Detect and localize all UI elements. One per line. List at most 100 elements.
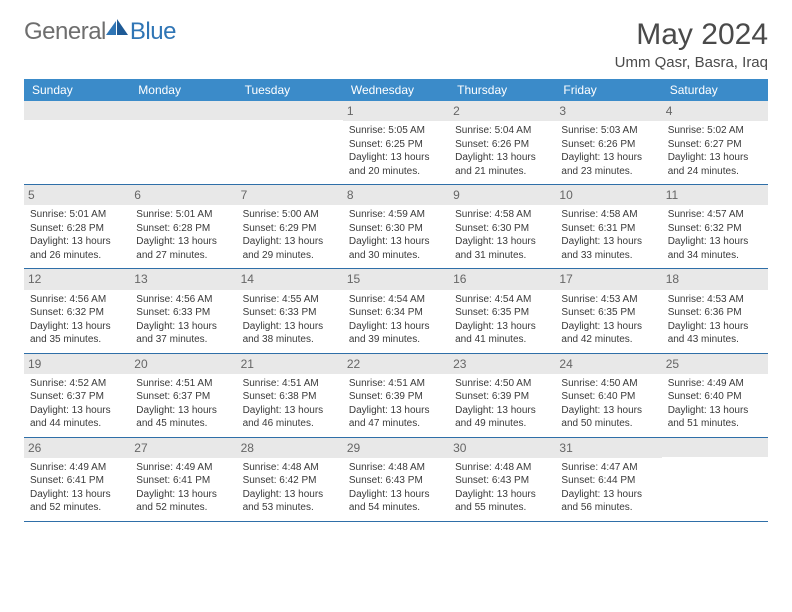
day-number: 13 [130,269,236,289]
day-sunset: Sunset: 6:28 PM [30,222,124,236]
day-sunset: Sunset: 6:41 PM [30,474,124,488]
day-number: 30 [449,438,555,458]
day-sunset: Sunset: 6:37 PM [30,390,124,404]
day-sunrise: Sunrise: 4:51 AM [243,377,337,391]
day-cell: 22Sunrise: 4:51 AMSunset: 6:39 PMDayligh… [343,354,449,437]
day-day1: Daylight: 13 hours [561,235,655,249]
day-sunrise: Sunrise: 4:48 AM [349,461,443,475]
day-sunset: Sunset: 6:27 PM [668,138,762,152]
day-cell: 23Sunrise: 4:50 AMSunset: 6:39 PMDayligh… [449,354,555,437]
day-number: 14 [237,269,343,289]
week-row: 1Sunrise: 5:05 AMSunset: 6:25 PMDaylight… [24,101,768,185]
day-sunset: Sunset: 6:33 PM [136,306,230,320]
day-day2: and 49 minutes. [455,417,549,431]
day-sunset: Sunset: 6:26 PM [455,138,549,152]
day-sunset: Sunset: 6:38 PM [243,390,337,404]
day-day1: Daylight: 13 hours [561,404,655,418]
day-sunset: Sunset: 6:39 PM [455,390,549,404]
day-sunrise: Sunrise: 4:53 AM [668,293,762,307]
day-day2: and 45 minutes. [136,417,230,431]
day-day1: Daylight: 13 hours [243,235,337,249]
day-sunset: Sunset: 6:32 PM [30,306,124,320]
day-day2: and 21 minutes. [455,165,549,179]
day-number: 15 [343,269,449,289]
week-row: 19Sunrise: 4:52 AMSunset: 6:37 PMDayligh… [24,354,768,438]
day-number: 12 [24,269,130,289]
day-sunset: Sunset: 6:28 PM [136,222,230,236]
day-day1: Daylight: 13 hours [136,320,230,334]
day-sunrise: Sunrise: 4:48 AM [243,461,337,475]
weekday-header: Friday [555,79,661,101]
day-day1: Daylight: 13 hours [668,235,762,249]
day-cell: 30Sunrise: 4:48 AMSunset: 6:43 PMDayligh… [449,438,555,521]
day-cell: 10Sunrise: 4:58 AMSunset: 6:31 PMDayligh… [555,185,661,268]
day-day2: and 56 minutes. [561,501,655,515]
day-sunrise: Sunrise: 4:54 AM [349,293,443,307]
day-number: 4 [662,101,768,121]
day-day2: and 33 minutes. [561,249,655,263]
day-number: 25 [662,354,768,374]
day-sunrise: Sunrise: 4:54 AM [455,293,549,307]
day-cell [24,101,130,184]
day-day1: Daylight: 13 hours [243,488,337,502]
day-day2: and 24 minutes. [668,165,762,179]
day-day2: and 50 minutes. [561,417,655,431]
day-day2: and 37 minutes. [136,333,230,347]
day-day2: and 30 minutes. [349,249,443,263]
day-cell [237,101,343,184]
day-day1: Daylight: 13 hours [136,488,230,502]
day-number: 2 [449,101,555,121]
calendar-weeks: 1Sunrise: 5:05 AMSunset: 6:25 PMDaylight… [24,101,768,522]
day-number: 11 [662,185,768,205]
weekday-header: Tuesday [237,79,343,101]
logo-word1: General [24,18,106,46]
day-day1: Daylight: 13 hours [455,404,549,418]
day-day2: and 55 minutes. [455,501,549,515]
day-sunset: Sunset: 6:36 PM [668,306,762,320]
empty-day-header [24,101,130,120]
title-block: May 2024 Umm Qasr, Basra, Iraq [615,18,768,71]
calendar-page: General Blue May 2024 Umm Qasr, Basra, I… [0,0,792,532]
location-text: Umm Qasr, Basra, Iraq [615,54,768,71]
day-day2: and 51 minutes. [668,417,762,431]
day-cell: 11Sunrise: 4:57 AMSunset: 6:32 PMDayligh… [662,185,768,268]
day-number: 29 [343,438,449,458]
day-cell: 13 Sunrise: 4:56 AMSunset: 6:33 PMDayligh… [130,269,236,352]
day-day2: and 52 minutes. [136,501,230,515]
day-sunrise: Sunrise: 4:58 AM [455,208,549,222]
day-day1: Daylight: 13 hours [349,151,443,165]
day-number: 21 [237,354,343,374]
day-cell: 26Sunrise: 4:49 AMSunset: 6:41 PMDayligh… [24,438,130,521]
weekday-header: Wednesday [343,79,449,101]
day-number: 19 [24,354,130,374]
day-sunset: Sunset: 6:29 PM [243,222,337,236]
day-day2: and 27 minutes. [136,249,230,263]
day-day1: Daylight: 13 hours [668,320,762,334]
day-day1: Daylight: 13 hours [243,320,337,334]
day-number: 26 [24,438,130,458]
day-sunset: Sunset: 6:41 PM [136,474,230,488]
empty-day-header [130,101,236,120]
day-cell: 18Sunrise: 4:53 AMSunset: 6:36 PMDayligh… [662,269,768,352]
day-sunset: Sunset: 6:42 PM [243,474,337,488]
day-day1: Daylight: 13 hours [561,151,655,165]
day-cell: 1Sunrise: 5:05 AMSunset: 6:25 PMDaylight… [343,101,449,184]
day-day2: and 42 minutes. [561,333,655,347]
day-sunset: Sunset: 6:30 PM [349,222,443,236]
weekday-header: Thursday [449,79,555,101]
day-day1: Daylight: 13 hours [349,488,443,502]
day-cell: 31Sunrise: 4:47 AMSunset: 6:44 PMDayligh… [555,438,661,521]
day-sunset: Sunset: 6:34 PM [349,306,443,320]
day-number: 9 [449,185,555,205]
day-cell: 5Sunrise: 5:01 AMSunset: 6:28 PMDaylight… [24,185,130,268]
day-day1: Daylight: 13 hours [668,151,762,165]
day-sunset: Sunset: 6:35 PM [561,306,655,320]
day-day2: and 53 minutes. [243,501,337,515]
day-day2: and 43 minutes. [668,333,762,347]
day-day1: Daylight: 13 hours [243,404,337,418]
day-sunrise: Sunrise: 4:56 AM [136,293,230,307]
day-cell: 3Sunrise: 5:03 AMSunset: 6:26 PMDaylight… [555,101,661,184]
logo-word2: Blue [130,18,176,46]
day-day1: Daylight: 13 hours [455,488,549,502]
day-cell: 4Sunrise: 5:02 AMSunset: 6:27 PMDaylight… [662,101,768,184]
